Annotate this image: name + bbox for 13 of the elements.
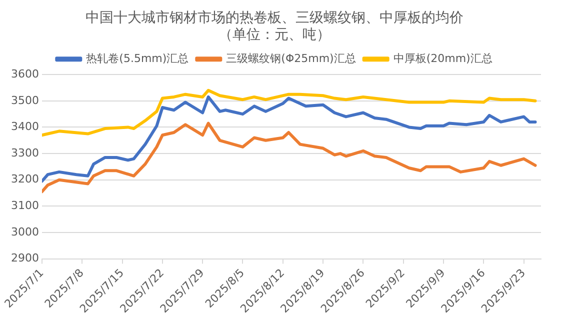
y-tick-label: 2900 bbox=[10, 252, 39, 265]
y-tick-label: 3000 bbox=[10, 225, 39, 238]
y-tick-label: 3300 bbox=[10, 146, 39, 160]
y-tick-label: 3600 bbox=[10, 67, 39, 80]
legend-label: 中厚板(20mm)汇总 bbox=[393, 52, 492, 65]
y-tick-label: 3200 bbox=[10, 172, 39, 186]
legend-label: 三级螺纹钢(Φ25mm)汇总 bbox=[226, 52, 356, 65]
y-tick-label: 3100 bbox=[10, 199, 39, 212]
y-tick-label: 3400 bbox=[10, 120, 39, 134]
y-tick-label: 3500 bbox=[10, 94, 39, 107]
legend-label: 热轧卷(5.5mm)汇总 bbox=[86, 52, 189, 65]
chart-title: 中国十大城市钢材市场的热卷板、三级螺纹钢、中厚板的均价 bbox=[86, 10, 464, 26]
chart-subtitle: （单位：元、吨） bbox=[218, 26, 330, 43]
